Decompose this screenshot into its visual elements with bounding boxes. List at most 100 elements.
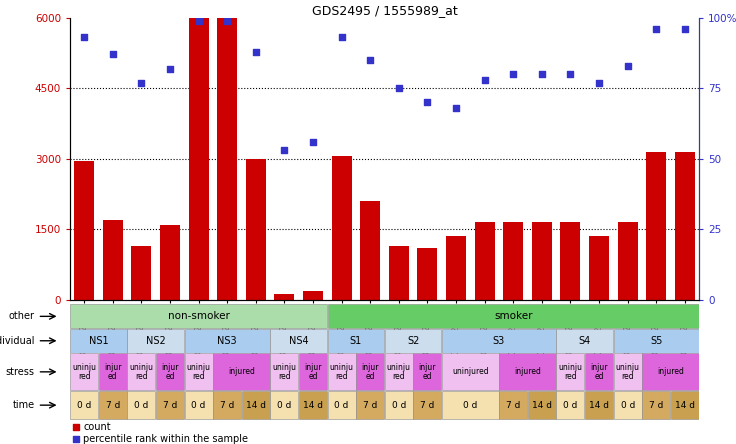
Point: [651, 25, 662, 32]
Bar: [127, 391, 155, 419]
Point: [278, 147, 290, 154]
Text: injured: injured: [228, 367, 255, 377]
Bar: [643, 353, 699, 390]
Bar: [360, 201, 381, 300]
Point: [336, 34, 347, 41]
Point: [422, 99, 434, 106]
Text: 0 d: 0 d: [563, 400, 578, 410]
Point: [507, 71, 519, 78]
Point: [193, 17, 205, 24]
Bar: [414, 353, 442, 390]
Bar: [127, 329, 184, 353]
Bar: [475, 222, 495, 300]
Text: uninjured: uninjured: [452, 367, 489, 377]
Bar: [643, 391, 670, 419]
Text: NS1: NS1: [89, 336, 108, 346]
Bar: [299, 353, 327, 390]
Point: [78, 34, 90, 41]
Bar: [328, 329, 384, 353]
Bar: [499, 391, 527, 419]
Bar: [103, 220, 123, 300]
Bar: [442, 353, 499, 390]
Bar: [385, 391, 413, 419]
Bar: [332, 156, 352, 300]
Text: 7 d: 7 d: [420, 400, 435, 410]
Text: injur
ed: injur ed: [161, 363, 179, 381]
Bar: [270, 329, 327, 353]
Text: 14 d: 14 d: [246, 400, 266, 410]
Bar: [499, 353, 556, 390]
Bar: [270, 391, 299, 419]
Bar: [614, 391, 642, 419]
Bar: [127, 353, 155, 390]
Bar: [74, 161, 94, 300]
Text: injur
ed: injur ed: [304, 363, 322, 381]
Bar: [556, 391, 584, 419]
Bar: [213, 353, 270, 390]
Text: 0 d: 0 d: [277, 400, 291, 410]
Bar: [299, 391, 327, 419]
Bar: [70, 391, 98, 419]
Bar: [446, 236, 466, 300]
Bar: [356, 391, 384, 419]
Text: other: other: [8, 311, 35, 321]
Point: [164, 65, 176, 72]
Text: 7 d: 7 d: [363, 400, 378, 410]
Bar: [556, 353, 584, 390]
Text: 0 d: 0 d: [134, 400, 149, 410]
Point: [70, 424, 82, 431]
Text: uninju
red: uninju red: [187, 363, 210, 381]
Bar: [532, 222, 552, 300]
Bar: [671, 391, 699, 419]
Point: [107, 51, 118, 58]
Bar: [385, 329, 442, 353]
Text: S2: S2: [407, 336, 420, 346]
Text: injur
ed: injur ed: [104, 363, 121, 381]
Text: injur
ed: injur ed: [590, 363, 608, 381]
Text: 0 d: 0 d: [392, 400, 406, 410]
Bar: [385, 353, 413, 390]
Title: GDS2495 / 1555989_at: GDS2495 / 1555989_at: [311, 4, 458, 16]
Bar: [585, 391, 613, 419]
Bar: [417, 248, 437, 300]
Text: uninju
red: uninju red: [330, 363, 354, 381]
Bar: [217, 18, 237, 300]
Bar: [99, 353, 127, 390]
Point: [622, 62, 634, 69]
Point: [70, 436, 82, 443]
Text: 0 d: 0 d: [620, 400, 635, 410]
Text: uninju
red: uninju red: [130, 363, 153, 381]
Text: count: count: [83, 422, 110, 432]
Bar: [160, 225, 180, 300]
Text: 7 d: 7 d: [106, 400, 120, 410]
Text: 0 d: 0 d: [463, 400, 478, 410]
Bar: [503, 222, 523, 300]
Text: S1: S1: [350, 336, 362, 346]
Bar: [185, 353, 213, 390]
Bar: [185, 391, 213, 419]
Point: [307, 138, 319, 145]
Bar: [356, 353, 384, 390]
Text: uninju
red: uninju red: [72, 363, 96, 381]
Bar: [389, 246, 409, 300]
Bar: [246, 159, 266, 300]
Text: 0 d: 0 d: [191, 400, 206, 410]
Text: S5: S5: [650, 336, 662, 346]
Point: [679, 25, 691, 32]
Text: NS2: NS2: [146, 336, 166, 346]
Bar: [328, 353, 355, 390]
Text: uninju
red: uninju red: [387, 363, 411, 381]
Bar: [328, 391, 355, 419]
Text: injur
ed: injur ed: [361, 363, 379, 381]
Bar: [156, 353, 184, 390]
Bar: [328, 305, 699, 328]
Point: [364, 56, 376, 63]
Text: NS4: NS4: [289, 336, 308, 346]
Bar: [414, 391, 442, 419]
Bar: [188, 18, 208, 300]
Bar: [70, 353, 98, 390]
Bar: [442, 391, 499, 419]
Bar: [614, 329, 699, 353]
Text: 14 d: 14 d: [589, 400, 609, 410]
Point: [393, 85, 405, 92]
